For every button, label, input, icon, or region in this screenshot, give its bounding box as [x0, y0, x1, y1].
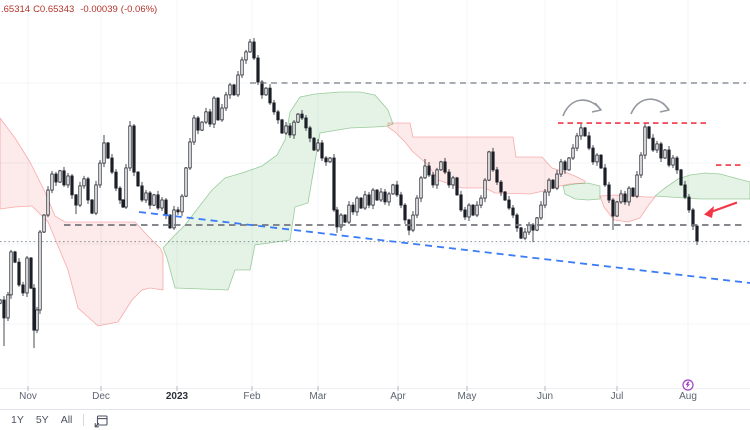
axis-label-nov: Nov — [19, 391, 37, 402]
axis-label-jul: Jul — [610, 391, 624, 402]
red-arrow-annotation[interactable] — [704, 201, 738, 219]
cloud-green-segment — [162, 91, 394, 291]
ichimoku-cloud — [0, 91, 750, 327]
axis-label-apr: Apr — [390, 391, 406, 402]
axis-label-aug: Aug — [679, 391, 697, 402]
cloud-red-segment — [0, 117, 164, 327]
axis-label-feb: Feb — [243, 391, 261, 402]
range-button-1y[interactable]: 1Y — [11, 414, 24, 426]
descending-trendline[interactable] — [138, 211, 750, 284]
toolbar-divider — [83, 414, 85, 426]
event-marker-icon[interactable] — [682, 379, 694, 391]
cloud-green-segment — [562, 182, 601, 201]
curved-arrow-annotation[interactable] — [630, 98, 670, 115]
legend-low-value: .65314 — [1, 4, 31, 15]
candles-layer — [0, 37, 699, 349]
symbol-ohlc-legend: .65314 C0.65343 -0.00039 (-0.06%) — [1, 4, 160, 15]
axis-label-mar: Mar — [309, 391, 327, 402]
axis-label-jun: Jun — [536, 391, 554, 402]
range-button-all[interactable]: All — [60, 414, 73, 426]
price-chart-canvas[interactable] — [0, 0, 750, 408]
grid-layer — [0, 0, 750, 391]
go-to-date-icon[interactable] — [92, 412, 110, 428]
range-button-5y[interactable]: 5Y — [35, 414, 49, 426]
axis-label-may: May — [457, 391, 477, 402]
legend-change-value: -0.00039 — [80, 4, 118, 15]
time-axis[interactable]: Nov Dec 2023 Feb Mar Apr May Jun Jul Aug — [0, 391, 750, 405]
legend-change-percent: (-0.06%) — [120, 4, 158, 15]
bottom-toolbar: 1Y 5Y All — [0, 409, 750, 430]
cloud-green-segment — [653, 172, 750, 200]
axis-label-2023: 2023 — [165, 391, 189, 402]
curved-arrow-annotation[interactable] — [562, 99, 602, 117]
legend-close-value: C0.65343 — [33, 4, 75, 15]
axis-label-dec: Dec — [92, 391, 110, 402]
